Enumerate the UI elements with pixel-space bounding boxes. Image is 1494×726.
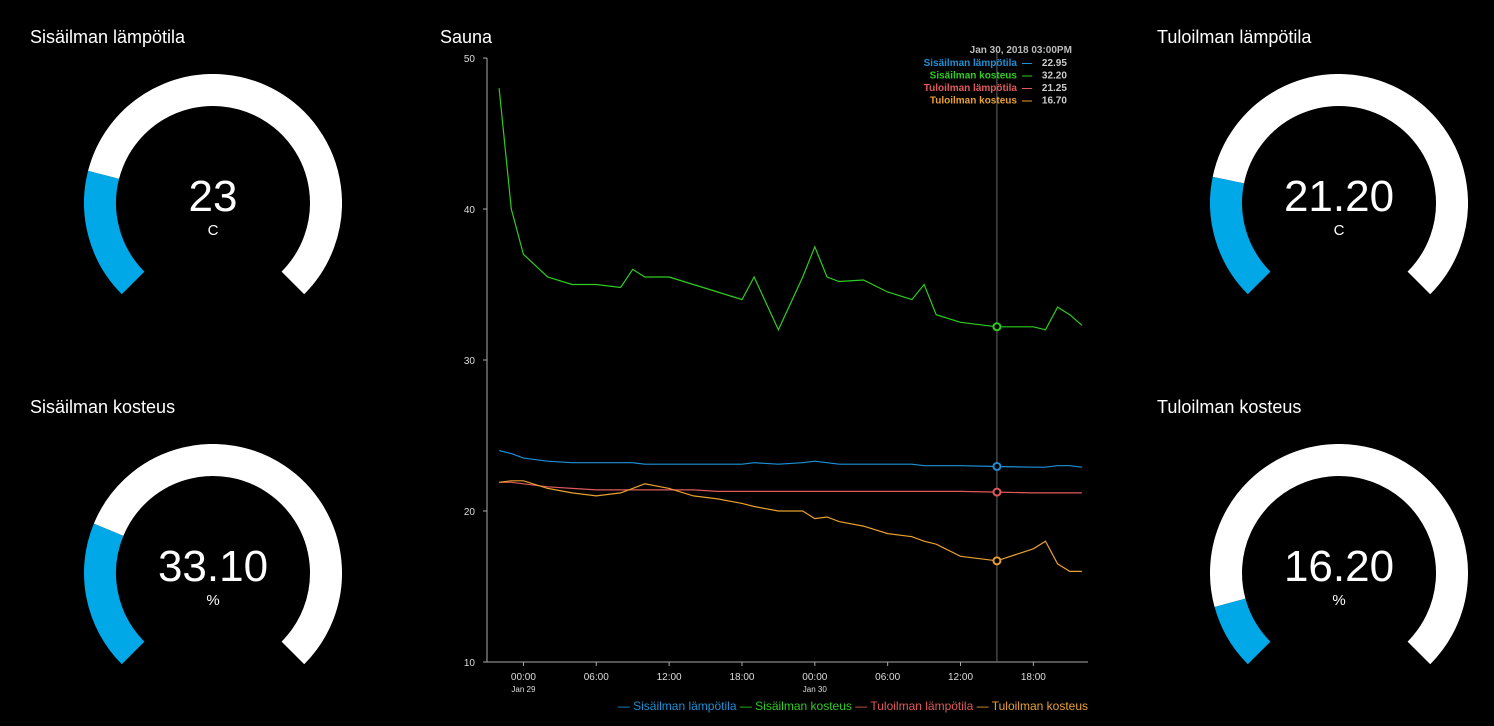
hover-point bbox=[992, 487, 1002, 497]
gauge-track bbox=[88, 74, 342, 295]
gauge-unit: % bbox=[206, 592, 220, 609]
gauge-arc bbox=[84, 74, 342, 295]
tooltip-dash: — bbox=[1022, 58, 1032, 69]
gauge-track bbox=[93, 444, 342, 665]
gauge-value: 23 bbox=[188, 172, 238, 221]
gauge-fill bbox=[1210, 176, 1271, 295]
x-tick-label: 18:00 bbox=[1021, 672, 1046, 683]
tooltip-dash: — bbox=[1022, 83, 1032, 94]
tooltip-series-name: Sisäilman kosteus bbox=[930, 71, 1018, 82]
y-tick-label: 40 bbox=[464, 205, 476, 216]
legend-item[interactable]: — Tuloilman kosteus bbox=[973, 699, 1088, 713]
tooltip-series-value: 22.95 bbox=[1042, 58, 1067, 69]
tooltip-series-name: Tuloilman kosteus bbox=[930, 96, 1017, 107]
legend-item[interactable]: — Sisäilman lämpötila bbox=[618, 699, 737, 713]
legend-item[interactable]: — Tuloilman lämpötila bbox=[852, 699, 974, 713]
hover-point bbox=[992, 322, 1002, 332]
gauge-fill bbox=[1214, 598, 1271, 665]
x-tick-label: 06:00 bbox=[875, 672, 900, 683]
gauge-value: 21.20 bbox=[1283, 172, 1395, 221]
tooltip-series-value: 21.25 bbox=[1042, 83, 1067, 94]
gauge-value: 33.10 bbox=[157, 542, 269, 591]
gauge-fill bbox=[84, 170, 145, 295]
x-tick-label: 12:00 bbox=[657, 672, 682, 683]
hover-point bbox=[992, 556, 1002, 566]
gauge: 21.20 C bbox=[1210, 74, 1468, 295]
sauna-line-chart[interactable]: 10 20 30 40 50 00:00 Jan 29 06:00 12:00 18:00 00:0… bbox=[440, 30, 1100, 720]
chart-legend[interactable]: — Sisäilman lämpötila — Sisäilman kosteu… bbox=[618, 699, 1088, 713]
gauge-panel-tuloilman-lampotila: Tuloilman lämpötila 21.20 C bbox=[1120, 0, 1494, 363]
gauge-title: Tuloilman lämpötila bbox=[1157, 27, 1312, 47]
tooltip-dash: — bbox=[1022, 71, 1032, 82]
y-tick-label: 30 bbox=[464, 356, 476, 367]
gauge-panel-sisailman-lampotila: Sisäilman lämpötila 23 C bbox=[0, 0, 420, 363]
gauge: 16.20 % bbox=[1210, 444, 1468, 665]
gauge-unit: C bbox=[207, 222, 219, 239]
tooltip-series-name: Tuloilman lämpötila bbox=[924, 83, 1018, 94]
gauge-unit: C bbox=[1333, 222, 1345, 239]
gauge-title: Sisäilman kosteus bbox=[30, 397, 176, 417]
hover-point bbox=[992, 461, 1002, 471]
x-tick-label: 18:00 bbox=[729, 672, 754, 683]
x-tick-label: 06:00 bbox=[584, 672, 609, 683]
gauge: 33.10 % bbox=[84, 444, 342, 665]
gauge-title: Tuloilman kosteus bbox=[1157, 397, 1302, 417]
tooltip-series-name: Sisäilman lämpötila bbox=[924, 58, 1018, 69]
gauge-arc bbox=[84, 444, 342, 665]
y-tick-label: 20 bbox=[464, 507, 476, 518]
x-tick-label: 00:00 bbox=[511, 672, 536, 683]
x-tick-label: 00:00 bbox=[802, 672, 827, 683]
chart-title: Sauna bbox=[440, 27, 493, 47]
gauge-panel-sisailman-kosteus: Sisäilman kosteus 33.10 % bbox=[0, 363, 420, 726]
gauge-value: 16.20 bbox=[1283, 542, 1395, 591]
y-tick-label: 10 bbox=[464, 658, 476, 669]
gauge-title: Sisäilman lämpötila bbox=[30, 27, 186, 47]
gauge-arc bbox=[1210, 444, 1468, 665]
gauge-fill bbox=[84, 523, 145, 665]
gauge-panel-tuloilman-kosteus: Tuloilman kosteus 16.20 % bbox=[1120, 363, 1494, 726]
x-tick-sublabel: Jan 30 bbox=[803, 685, 828, 694]
tooltip-dash: — bbox=[1022, 96, 1032, 107]
series-line bbox=[498, 88, 1083, 332]
tooltip-time: Jan 30, 2018 03:00PM bbox=[970, 45, 1072, 56]
gauge-arc bbox=[1210, 74, 1468, 295]
legend-item[interactable]: — Sisäilman kosteus bbox=[737, 699, 852, 713]
gauge: 23 C bbox=[84, 74, 342, 295]
gauge-track bbox=[1210, 444, 1468, 665]
y-tick-label: 50 bbox=[464, 54, 476, 65]
tooltip-series-value: 32.20 bbox=[1042, 71, 1067, 82]
x-tick-label: 12:00 bbox=[948, 672, 973, 683]
gauge-track bbox=[1212, 74, 1468, 295]
x-tick-sublabel: Jan 29 bbox=[511, 685, 536, 694]
gauge-unit: % bbox=[1332, 592, 1346, 609]
tooltip-series-value: 16.70 bbox=[1042, 96, 1067, 107]
